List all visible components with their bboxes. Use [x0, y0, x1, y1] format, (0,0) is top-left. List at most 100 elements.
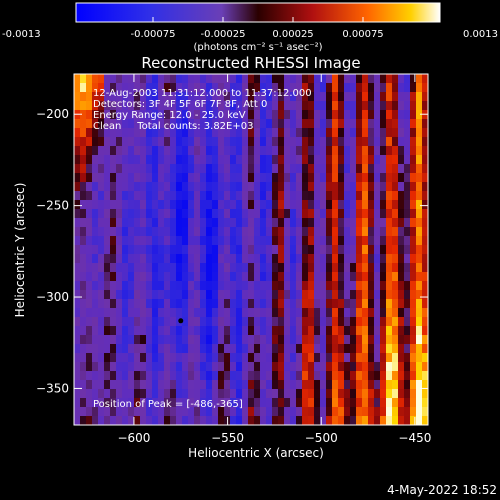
heatmap-cell [362, 299, 369, 309]
heatmap-cell [362, 155, 369, 165]
heatmap-cell [242, 335, 249, 345]
heatmap-cell [80, 128, 87, 138]
heatmap-cell [368, 173, 375, 183]
heatmap-cell [248, 155, 255, 165]
heatmap-cell [380, 110, 387, 120]
heatmap-cell [248, 335, 255, 345]
heatmap-cell [254, 416, 261, 425]
heatmap-cell [158, 344, 165, 354]
heatmap-cell [356, 335, 363, 345]
heatmap-cell [380, 155, 387, 165]
heatmap-cell [392, 83, 399, 93]
heatmap-cell [272, 380, 279, 390]
heatmap-cell [296, 317, 303, 327]
heatmap-cell [74, 236, 81, 246]
heatmap-cell [206, 407, 213, 417]
heatmap-cell [236, 173, 243, 183]
heatmap-cell [158, 353, 165, 363]
heatmap-cell [368, 362, 375, 372]
heatmap-cell [230, 182, 237, 192]
heatmap-cell [356, 281, 363, 291]
heatmap-cell [386, 407, 393, 417]
heatmap-cell [206, 218, 213, 228]
heatmap-cell [170, 236, 177, 246]
heatmap-cell [104, 155, 111, 165]
heatmap-cell [146, 317, 153, 327]
heatmap-cell [224, 326, 231, 336]
heatmap-cell [218, 281, 225, 291]
heatmap-cell [284, 236, 291, 246]
heatmap-cell [290, 83, 297, 93]
heatmap-cell [380, 101, 387, 111]
heatmap-cell [86, 182, 93, 192]
heatmap-cell [422, 335, 428, 345]
heatmap-cell [122, 227, 129, 237]
heatmap-cell [350, 407, 357, 417]
heatmap-cell [350, 299, 357, 309]
heatmap-cell [362, 371, 369, 381]
heatmap-cell [410, 272, 417, 282]
heatmap-cell [176, 407, 183, 417]
heatmap-cell [296, 74, 303, 84]
heatmap-cell [92, 191, 99, 201]
heatmap-cell [356, 173, 363, 183]
heatmap-cell [314, 128, 321, 138]
heatmap-cell [368, 83, 375, 93]
heatmap-cell [194, 281, 201, 291]
heatmap-cell [410, 182, 417, 192]
heatmap-cell [122, 281, 129, 291]
heatmap-cell [182, 101, 189, 111]
heatmap-cell [362, 173, 369, 183]
heatmap-cell [110, 398, 117, 408]
heatmap-cell [392, 299, 399, 309]
heatmap-cell [386, 317, 393, 327]
heatmap-cell [74, 398, 81, 408]
heatmap-cell [104, 200, 111, 210]
heatmap-cell [302, 326, 309, 336]
heatmap-cell [128, 335, 135, 345]
heatmap-cell [290, 389, 297, 399]
heatmap-cell [86, 83, 93, 93]
heatmap-cell [110, 92, 117, 102]
heatmap-cell [164, 128, 171, 138]
heatmap-cell [236, 92, 243, 102]
heatmap-cell [398, 200, 405, 210]
heatmap-cell [380, 335, 387, 345]
heatmap-cell [242, 236, 249, 246]
heatmap-cell [218, 191, 225, 201]
heatmap-cell [260, 173, 267, 183]
heatmap-cell [86, 254, 93, 264]
heatmap-cell [338, 299, 345, 309]
heatmap-cell [350, 245, 357, 255]
heatmap-cell [122, 119, 129, 129]
heatmap-cell [284, 389, 291, 399]
peak-position-label: Position of Peak = [-486,-365] [93, 399, 243, 410]
heatmap-cell [380, 263, 387, 273]
heatmap-cell [410, 353, 417, 363]
heatmap-cell [416, 263, 423, 273]
heatmap-cell [308, 263, 315, 273]
heatmap-cell [350, 353, 357, 363]
heatmap-cell [200, 83, 207, 93]
heatmap-cell [146, 290, 153, 300]
heatmap-cell [404, 119, 411, 129]
heatmap-cell [368, 380, 375, 390]
heatmap-cell [134, 110, 141, 120]
heatmap-cell [266, 74, 273, 84]
heatmap-cell [338, 362, 345, 372]
heatmap-cell [278, 398, 285, 408]
heatmap-cell [314, 308, 321, 318]
heatmap-cell [164, 371, 171, 381]
heatmap-cell [176, 92, 183, 102]
heatmap-cell [260, 200, 267, 210]
heatmap-cell [116, 353, 123, 363]
heatmap-cell [110, 173, 117, 183]
heatmap-cell [284, 335, 291, 345]
heatmap-cell [380, 74, 387, 84]
heatmap-cell [218, 110, 225, 120]
heatmap-cell [170, 110, 177, 120]
heatmap-cell [302, 362, 309, 372]
heatmap-cell [314, 254, 321, 264]
heatmap-cell [356, 263, 363, 273]
heatmap-cell [170, 218, 177, 228]
